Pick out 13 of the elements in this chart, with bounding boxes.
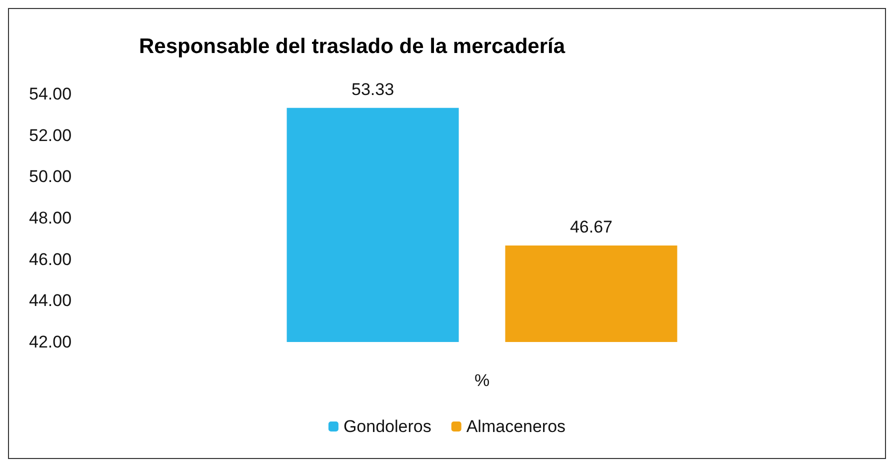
y-tick-label: 52.00 [29, 126, 72, 145]
y-tick-label: 54.00 [29, 84, 72, 104]
legend-label: Gondoleros [343, 417, 432, 436]
y-tick-label: 48.00 [29, 208, 72, 228]
x-axis-title: % [474, 371, 490, 390]
y-tick-label: 46.00 [29, 250, 72, 269]
data-label: 46.67 [570, 217, 612, 236]
legend-label: Almaceneros [466, 417, 566, 436]
y-tick-label: 44.00 [29, 291, 72, 310]
data-label: 53.33 [352, 80, 394, 99]
chart-title: Responsable del traslado de la mercadería [139, 35, 566, 58]
y-tick-label: 42.00 [29, 332, 72, 352]
y-tick-label: 50.00 [29, 167, 72, 186]
